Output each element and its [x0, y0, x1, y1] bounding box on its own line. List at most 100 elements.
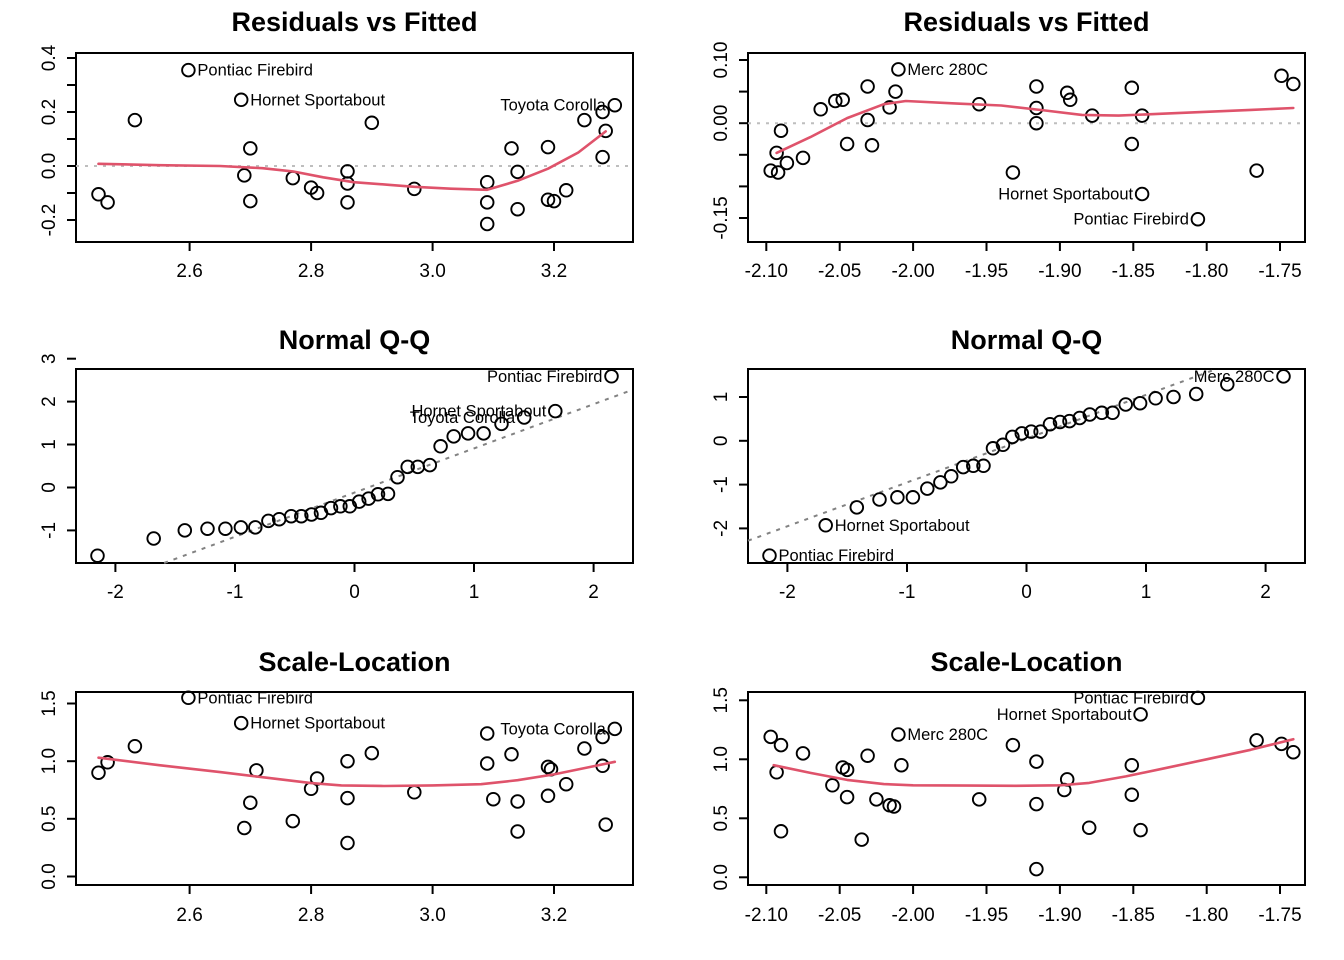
point-label: Merc 280C — [907, 726, 988, 744]
data-point — [849, 500, 865, 515]
data-point — [510, 201, 525, 217]
x-tick-label: 3.0 — [419, 905, 445, 926]
data-point — [1286, 76, 1301, 92]
data-point — [976, 458, 991, 474]
data-point — [860, 112, 875, 128]
data-point — [1249, 163, 1264, 178]
data-point — [1148, 391, 1163, 406]
data-point — [891, 62, 906, 77]
y-tick-label: 0.2 — [39, 99, 60, 125]
data-point — [1081, 820, 1097, 835]
data-point — [860, 748, 875, 763]
data-point — [422, 457, 438, 473]
data-point — [1220, 377, 1235, 392]
point-label: Pontiac Firebird — [487, 368, 603, 386]
data-point — [486, 791, 501, 807]
data-point — [370, 487, 386, 502]
point-label: Pontiac Firebird — [1073, 689, 1189, 707]
y-tick-label: 0.4 — [39, 44, 60, 71]
data-point — [779, 155, 795, 171]
data-point — [510, 164, 525, 180]
point-label: Pontiac Firebird — [1073, 211, 1189, 229]
y-tick-label: 1.0 — [39, 748, 60, 774]
smooth-line — [775, 99, 1295, 155]
data-point — [479, 195, 495, 210]
data-point — [971, 792, 987, 807]
data-point — [1029, 115, 1044, 131]
data-point — [510, 794, 525, 809]
data-point — [1033, 424, 1048, 439]
data-point — [540, 192, 556, 207]
data-point — [1124, 80, 1140, 96]
point-label: Hornet Sportabout — [250, 715, 385, 733]
data-point — [839, 762, 855, 778]
x-tick-label: 0 — [349, 582, 360, 603]
data-point — [818, 518, 833, 533]
point-label: Pontiac Firebird — [197, 689, 313, 707]
plot-box — [747, 52, 1306, 243]
data-point — [770, 165, 786, 180]
data-point — [577, 112, 592, 128]
qq-reference-line — [747, 368, 1217, 542]
data-point — [243, 795, 258, 810]
data-point — [763, 729, 778, 745]
x-tick-label: -1.75 — [1258, 261, 1301, 282]
data-point — [494, 416, 509, 432]
data-point — [340, 195, 355, 210]
data-point — [598, 123, 613, 139]
data-point — [361, 491, 376, 506]
x-tick-label: -2 — [107, 582, 124, 603]
x-tick-label: -1.75 — [1258, 905, 1301, 926]
data-point — [540, 139, 556, 155]
point-label: Hornet Sportabout — [998, 186, 1133, 204]
y-tick-label: 3 — [39, 353, 60, 364]
point-label: Merc 280C — [1194, 368, 1275, 386]
x-tick-label: -2 — [779, 582, 796, 603]
data-point — [304, 507, 319, 522]
x-tick-label: 3.2 — [541, 261, 567, 282]
data-point — [479, 216, 495, 232]
data-point — [598, 817, 613, 832]
data-point — [100, 755, 115, 770]
y-tick-label: -0.2 — [39, 204, 60, 237]
data-point — [540, 788, 556, 804]
x-tick-label: 2 — [588, 582, 599, 603]
data-point — [364, 115, 380, 131]
normal-qq-left-plot: -2 -1 0 1 2 -1 0 1 2 3 Pontiac Firebird Hornet Spor… — [39, 353, 634, 603]
data-point — [869, 792, 884, 807]
data-point — [985, 441, 1001, 456]
data-point — [1005, 165, 1021, 180]
x-tick-label: -2.05 — [818, 905, 861, 926]
data-point — [218, 521, 233, 536]
x-tick-label: -1.85 — [1112, 261, 1155, 282]
x-tick-label: 2.6 — [176, 261, 202, 282]
data-point — [795, 150, 811, 166]
data-point — [835, 92, 850, 108]
x-tick-label: -2.00 — [891, 905, 934, 926]
y-tick-label: 0.10 — [711, 42, 732, 79]
data-point — [100, 195, 115, 210]
data-point — [1023, 424, 1039, 439]
data-point — [400, 459, 415, 475]
data-point — [546, 193, 562, 209]
data-point — [1286, 744, 1301, 760]
x-tick-label: -1.80 — [1185, 905, 1228, 926]
data-point — [604, 369, 619, 384]
data-point — [351, 494, 367, 509]
panel-title: Residuals vs Fitted — [903, 7, 1150, 37]
x-tick-label: -2.10 — [745, 261, 788, 282]
data-point — [1134, 186, 1150, 202]
y-tick-label: -2 — [711, 520, 732, 537]
data-point — [860, 79, 875, 94]
qq-reference-line — [163, 388, 634, 564]
data-point — [933, 475, 948, 490]
residuals-vs-fitted-right-plot: -2.10 -2.05 -2.00 -1.95 -1.90 -1.85 -1.80 -1.75… — [711, 42, 1306, 282]
point-label: Toyota Corolla — [410, 409, 516, 427]
data-point — [558, 183, 574, 198]
data-point — [1042, 416, 1058, 432]
data-point — [1132, 395, 1148, 411]
data-point — [200, 521, 215, 536]
data-point — [1105, 405, 1120, 421]
data-point — [504, 747, 519, 762]
data-point — [890, 490, 905, 505]
